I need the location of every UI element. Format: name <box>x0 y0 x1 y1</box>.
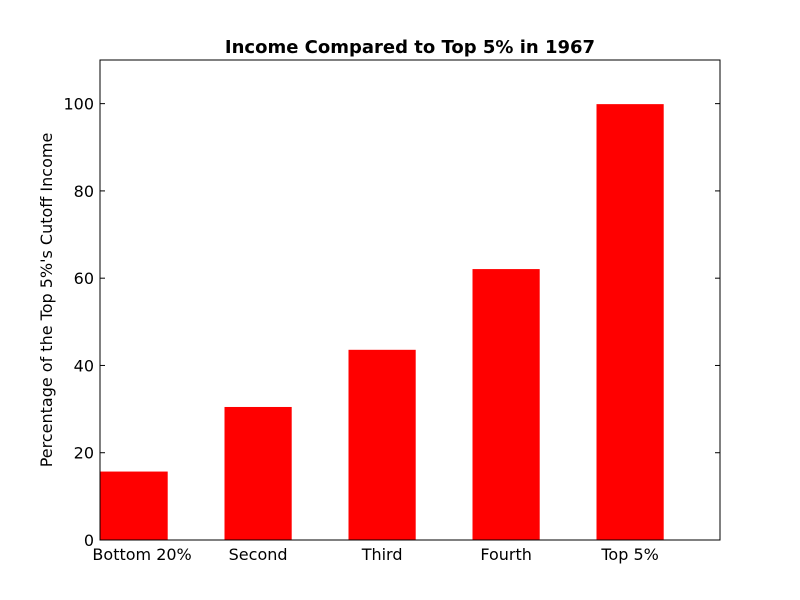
chart-title: Income Compared to Top 5% in 1967 <box>225 37 595 58</box>
bar-fourth <box>471 268 541 541</box>
y-tick-label: 0 <box>84 531 94 550</box>
bar-second <box>223 405 293 541</box>
x-tick-label: Top 5% <box>600 545 658 564</box>
y-tick-label: 80 <box>74 182 94 201</box>
y-axis-label: Percentage of the Top 5%'s Cutoff Income <box>37 133 56 468</box>
x-tick-label: Fourth <box>480 545 532 564</box>
y-ticks-layer: 0 20 40 60 80 100 <box>63 95 720 550</box>
y-tick-label: 20 <box>74 444 94 463</box>
bar-third <box>347 348 417 541</box>
bar-bottom-20 <box>99 470 169 541</box>
x-ticks-layer: Bottom 20% Second Third Fourth Top 5% <box>92 545 658 564</box>
x-tick-label: Second <box>229 545 288 564</box>
bar-top-5 <box>595 103 665 541</box>
plot-frame <box>99 59 721 541</box>
y-tick-label: 60 <box>74 269 94 288</box>
y-tick-label: 100 <box>63 95 94 114</box>
bars-layer <box>99 103 665 541</box>
x-tick-label: Third <box>361 545 403 564</box>
x-tick-label: Bottom 20% <box>92 545 191 564</box>
y-tick-label: 40 <box>74 356 94 375</box>
